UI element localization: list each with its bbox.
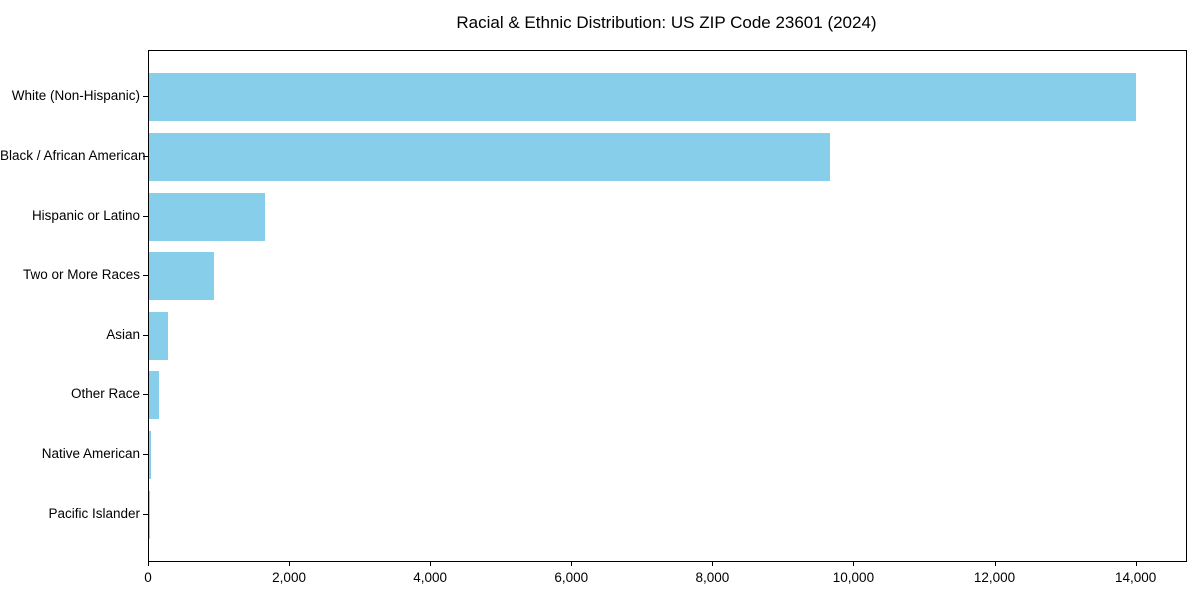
x-tick-label: 6,000 xyxy=(554,570,589,585)
x-tick-mark xyxy=(430,561,432,566)
x-tick-label: 2,000 xyxy=(272,570,306,585)
y-tick-label: Hispanic or Latino xyxy=(31,207,140,223)
bar-asian xyxy=(149,311,168,360)
y-tick-mark xyxy=(143,96,148,98)
y-tick-label: Other Race xyxy=(70,386,140,402)
y-tick-mark xyxy=(143,453,148,455)
x-tick-mark xyxy=(1135,561,1137,566)
y-tick-label: White (Non-Hispanic) xyxy=(11,88,140,104)
x-tick-label: 8,000 xyxy=(695,570,730,585)
y-tick-mark xyxy=(143,215,148,217)
y-tick-label: Native American xyxy=(41,445,140,461)
bar-black-african-american xyxy=(149,133,831,182)
x-tick-mark xyxy=(994,561,996,566)
x-tick-mark xyxy=(712,561,714,566)
bar-two-or-more-races xyxy=(149,252,214,301)
x-axis: 0 2,000 4,000 6,000 8,000 10,000 12,000 14,000 xyxy=(144,561,1185,597)
y-tick-mark xyxy=(143,334,148,336)
y-tick-label: Two or More Races xyxy=(22,267,140,283)
y-tick-mark xyxy=(143,156,148,158)
x-tick-label: 0 xyxy=(144,570,152,585)
y-tick-mark xyxy=(143,275,148,277)
x-tick-label: 14,000 xyxy=(1114,570,1157,585)
x-tick-label: 4,000 xyxy=(413,570,448,585)
bar-white-non-hispanic xyxy=(149,73,1136,122)
y-tick-label: Asian xyxy=(106,326,140,342)
x-tick-label: 10,000 xyxy=(832,570,875,585)
chart-title: Racial & Ethnic Distribution: US ZIP Cod… xyxy=(456,13,877,32)
y-tick-mark xyxy=(143,513,148,515)
y-axis-labels: White (Non-Hispanic) Black / African Amer… xyxy=(0,50,146,560)
x-tick-mark xyxy=(148,561,149,566)
y-tick-label: Pacific Islander xyxy=(48,505,140,521)
x-tick-mark xyxy=(571,561,573,566)
bar-other-race xyxy=(149,371,159,420)
plot-area xyxy=(148,50,1187,562)
y-tick-label: Black / African American xyxy=(0,148,146,164)
y-tick-mark xyxy=(143,394,148,396)
x-tick-label: 12,000 xyxy=(973,570,1016,585)
bar-native-american xyxy=(149,430,151,479)
x-tick-mark xyxy=(289,561,291,566)
bar-hispanic-or-latino xyxy=(149,192,266,241)
x-tick-mark xyxy=(853,561,855,566)
